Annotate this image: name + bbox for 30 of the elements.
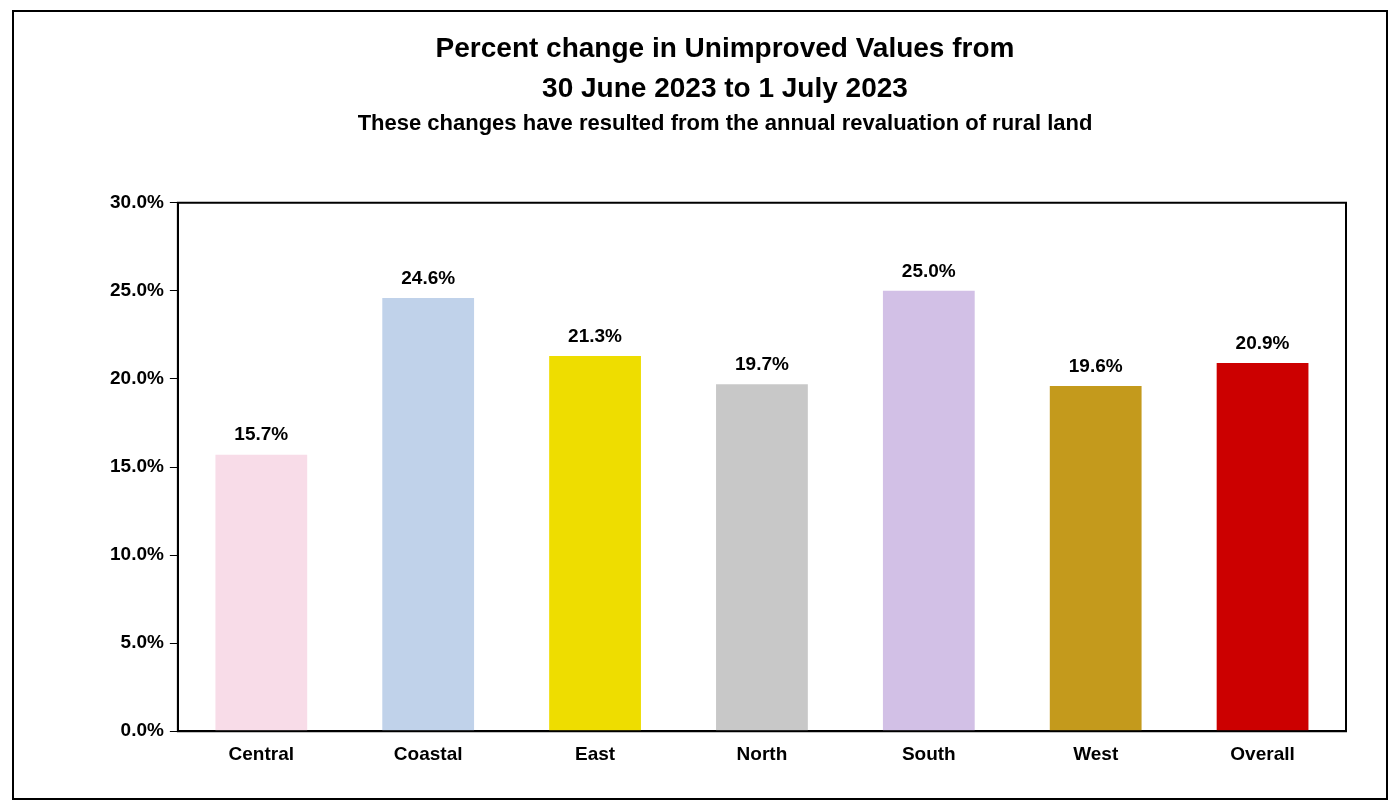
y-tick-label: 0.0% — [120, 719, 164, 741]
bar — [215, 454, 308, 731]
data-label: 19.6% — [1068, 354, 1123, 376]
y-tick-label: 5.0% — [120, 631, 164, 653]
bar — [882, 290, 975, 731]
y-tick-label: 15.0% — [110, 455, 164, 477]
bar — [716, 384, 808, 731]
x-tick-label: South — [901, 742, 956, 764]
data-label: 21.3% — [568, 324, 623, 346]
y-tick-label: 10.0% — [110, 543, 164, 565]
y-tick-label: 25.0% — [110, 279, 164, 301]
x-tick-label: Coastal — [393, 742, 463, 764]
x-tick-label: Overall — [1230, 742, 1295, 764]
x-tick-label: North — [736, 742, 788, 764]
y-tick-label: 30.0% — [110, 191, 164, 213]
x-tick-label: East — [574, 742, 616, 764]
bar — [382, 297, 475, 731]
bar — [1049, 385, 1142, 731]
chart-subtitle: These changes have resulted from the annual revaluation of rural land — [357, 109, 1093, 135]
data-label: 15.7% — [234, 423, 289, 445]
data-label: 20.9% — [1235, 331, 1290, 353]
x-tick-label: West — [1073, 742, 1119, 764]
y-tick-label: 20.0% — [110, 367, 164, 389]
x-tick-label: Central — [228, 742, 295, 764]
data-label: 19.7% — [735, 352, 789, 374]
bar — [549, 356, 641, 731]
bar — [1216, 363, 1309, 731]
data-label: 24.6% — [401, 266, 456, 288]
chart-title: Percent change in Unimproved Values from 30 June 2023 to 1 July 2023 — [435, 32, 1015, 103]
data-label: 25.0% — [901, 259, 956, 281]
